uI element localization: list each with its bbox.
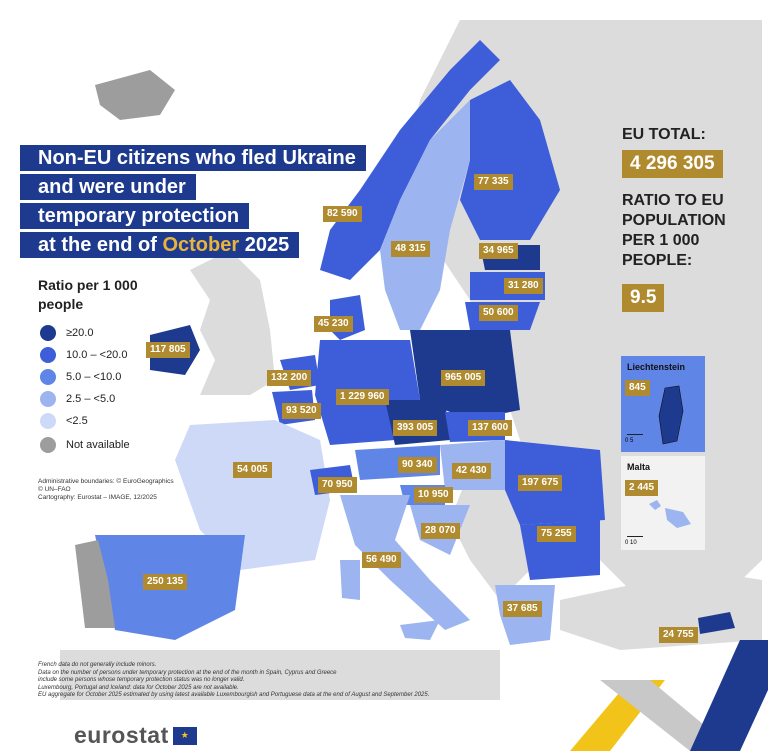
title-year: 2025 bbox=[244, 234, 290, 256]
norway-region bbox=[320, 40, 500, 280]
eu-flag-icon: ★ bbox=[172, 726, 197, 745]
label-austria: 90 340 bbox=[398, 457, 437, 473]
label-france: 54 005 bbox=[233, 462, 272, 478]
label-hungary: 42 430 bbox=[452, 463, 491, 479]
credits-line-2: © UN–FAO bbox=[38, 486, 71, 493]
label-czechia: 393 005 bbox=[393, 420, 438, 436]
label-lithuania: 50 600 bbox=[479, 305, 518, 321]
sweden-region bbox=[380, 100, 470, 330]
credits-line-1: Administrative boundaries: © EuroGeograp… bbox=[38, 478, 174, 485]
label-netherlands: 132 200 bbox=[267, 370, 312, 386]
iceland bbox=[95, 70, 175, 120]
label-estonia: 34 965 bbox=[479, 243, 518, 259]
footnote-3: include some persons whose temporary pro… bbox=[38, 677, 245, 683]
title-line-4: at the end of October 2025 bbox=[20, 232, 300, 258]
legend-item: 5.0 – <10.0 bbox=[40, 368, 121, 386]
footnotes: French data do not generally include min… bbox=[38, 662, 429, 700]
label-italy: 56 490 bbox=[362, 552, 401, 568]
footnote-5: EU aggregate for October 2025 estimated … bbox=[38, 692, 430, 698]
sardinia bbox=[340, 560, 360, 600]
legend-label: 2.5 – <5.0 bbox=[66, 393, 116, 405]
title-line-1: Non-EU citizens who fled Ukraine bbox=[20, 145, 366, 171]
ratio-value: 9.5 bbox=[622, 284, 665, 312]
logo-text: eurostat bbox=[74, 722, 169, 748]
inset-malta-name: Malta bbox=[627, 462, 651, 472]
north-africa bbox=[60, 650, 500, 700]
finland-region bbox=[460, 80, 560, 240]
eurostat-logo: eurostat ★ bbox=[74, 722, 197, 749]
label-spain: 250 135 bbox=[143, 574, 188, 590]
legend-item: ≥20.0 bbox=[40, 324, 93, 342]
title-prefix: at the end of bbox=[38, 234, 157, 256]
label-germany: 1 229 960 bbox=[336, 389, 389, 405]
footnote-2: Data on the number of persons under temp… bbox=[38, 669, 337, 676]
label-romania: 197 675 bbox=[518, 475, 563, 491]
label-switzerland: 70 950 bbox=[318, 477, 357, 493]
inset-liechtenstein-scale: 0 5 bbox=[625, 438, 634, 444]
label-slovenia: 10 950 bbox=[414, 487, 453, 503]
legend-item: Not available bbox=[40, 436, 130, 454]
uk-landmass bbox=[190, 250, 275, 395]
legend-item: 10.0 – <20.0 bbox=[40, 346, 127, 364]
decorative-stripe-blue bbox=[690, 640, 768, 751]
footnote-1: French data do not generally include min… bbox=[38, 662, 157, 668]
title-line-3: temporary protection bbox=[20, 203, 250, 229]
label-ireland: 117 805 bbox=[146, 342, 190, 358]
label-poland: 965 005 bbox=[441, 370, 486, 386]
france-region bbox=[175, 420, 330, 570]
ratio-heading-3: PER 1 000 bbox=[622, 232, 700, 249]
credits-line-3: Cartography: Eurostat – IMAGE, 12/2025 bbox=[38, 494, 157, 501]
label-cyprus: 24 755 bbox=[659, 627, 698, 643]
inset-malta-value: 2 445 bbox=[625, 480, 659, 496]
label-latvia: 31 280 bbox=[504, 278, 543, 294]
portugal-region bbox=[75, 540, 115, 628]
legend-swatch bbox=[40, 325, 56, 341]
legend-swatch bbox=[40, 347, 56, 363]
malta-shape bbox=[649, 500, 691, 528]
label-slovakia: 137 600 bbox=[468, 420, 513, 436]
label-norway: 82 590 bbox=[323, 206, 362, 222]
title-line-2: and were under bbox=[20, 174, 196, 200]
legend-label: <2.5 bbox=[66, 415, 88, 427]
eu-total-value: 4 296 305 bbox=[622, 150, 723, 178]
liechtenstein-shape bbox=[658, 385, 684, 445]
label-finland: 77 335 bbox=[474, 174, 513, 190]
label-croatia: 28 070 bbox=[421, 523, 460, 539]
italy-region bbox=[340, 495, 470, 630]
title-month: October bbox=[162, 234, 240, 256]
legend-label: ≥20.0 bbox=[66, 327, 94, 339]
legend-label: 10.0 – <20.0 bbox=[66, 349, 128, 361]
eu-total-heading: EU TOTAL: bbox=[622, 126, 706, 143]
inset-liechtenstein-name: Liechtenstein bbox=[627, 362, 686, 372]
legend-swatch bbox=[40, 413, 56, 429]
legend-swatch bbox=[40, 437, 56, 453]
inset-scale-bar bbox=[627, 434, 643, 435]
sicily bbox=[400, 620, 440, 640]
inset-liechtenstein-value: 845 bbox=[625, 380, 650, 396]
footnote-4: Luxembourg, Portugal and Iceland: data f… bbox=[38, 684, 239, 691]
legend-swatch bbox=[40, 369, 56, 385]
legend-label: 5.0 – <10.0 bbox=[66, 371, 122, 383]
inset-malta: Malta 2 445 0 10 bbox=[621, 456, 705, 550]
label-sweden: 48 315 bbox=[391, 241, 430, 257]
ratio-heading-2: POPULATION bbox=[622, 212, 726, 229]
label-greece: 37 685 bbox=[503, 601, 542, 617]
label-belgium: 93 520 bbox=[282, 403, 321, 419]
legend-title: Ratio per 1 000 people bbox=[38, 277, 138, 312]
inset-liechtenstein: Liechtenstein 845 0 5 bbox=[621, 356, 705, 452]
legend-label: Not available bbox=[66, 439, 130, 451]
ratio-heading-1: RATIO TO EU bbox=[622, 192, 724, 209]
cyprus-region bbox=[698, 612, 735, 634]
ratio-heading-4: PEOPLE: bbox=[622, 252, 693, 269]
credits: Administrative boundaries: © EuroGeograp… bbox=[38, 478, 174, 502]
legend-item: 2.5 – <5.0 bbox=[40, 390, 115, 408]
legend-item: <2.5 bbox=[40, 412, 88, 430]
inset-malta-scale: 0 10 bbox=[625, 540, 637, 546]
legend-swatch bbox=[40, 391, 56, 407]
label-bulgaria: 75 255 bbox=[537, 526, 576, 542]
decorative-stripe-grey bbox=[600, 680, 710, 751]
label-denmark: 45 230 bbox=[314, 316, 353, 332]
inset-malta-scale-bar bbox=[627, 536, 643, 537]
